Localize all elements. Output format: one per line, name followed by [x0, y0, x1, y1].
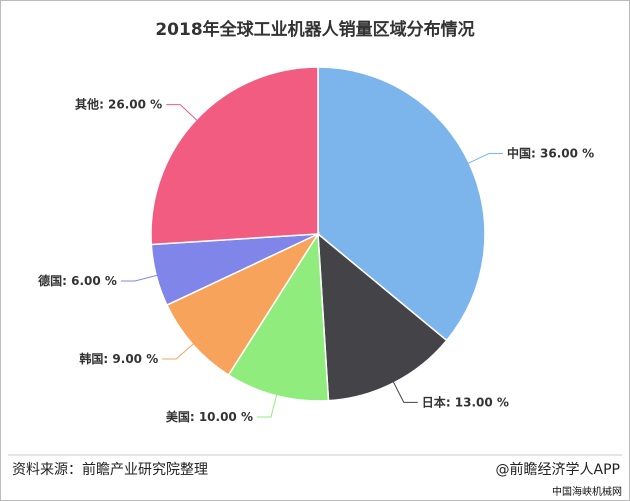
label-separator: :: [531, 146, 540, 160]
label-name: 日本: [422, 394, 446, 409]
label-name: 德国: [38, 273, 62, 288]
label-value: 36.00 %: [540, 146, 594, 160]
label-value: 9.00 %: [112, 351, 158, 365]
pie: 中国: 36.00 % 日本: 13.00 % 美国: 10.00 % 韩国: 9.0…: [38, 66, 594, 424]
label-separator: :: [190, 410, 199, 424]
label-name: 韩国: [79, 350, 103, 365]
label-separator: :: [62, 274, 71, 288]
data-label: 韩国: 9.00 %: [79, 350, 158, 365]
chart-title: 2018年全球工业机器人销量区域分布情况: [155, 19, 474, 40]
data-label: 德国: 6.00 %: [38, 273, 117, 288]
label-separator: :: [103, 351, 112, 365]
label-value: 6.00 %: [71, 274, 117, 288]
label-value: 10.00 %: [199, 410, 253, 424]
label-connector: [120, 274, 161, 282]
brand: @前瞻经济学人APP: [496, 461, 620, 478]
label-name: 中国: [507, 145, 531, 160]
label-name: 美国: [166, 409, 190, 424]
label-separator: :: [446, 395, 455, 409]
label-connector: [166, 104, 200, 123]
site-mark: 中国海峡机械网: [552, 485, 622, 498]
source: 资料来源：前瞻产业研究院整理: [12, 461, 208, 478]
label-value: 13.00 %: [455, 395, 509, 409]
data-label: 中国: 36.00 %: [507, 145, 594, 160]
label-separator: :: [99, 97, 108, 111]
label-connector: [256, 391, 278, 418]
label-connector: [465, 153, 504, 166]
label-name: 其他: [75, 96, 99, 111]
label-connector: [391, 379, 418, 403]
data-label: 美国: 10.00 %: [166, 409, 253, 424]
data-label: 日本: 13.00 %: [422, 394, 509, 409]
label-value: 26.00 %: [108, 97, 162, 111]
label-connector: [162, 341, 197, 360]
data-label: 其他: 26.00 %: [75, 96, 162, 111]
